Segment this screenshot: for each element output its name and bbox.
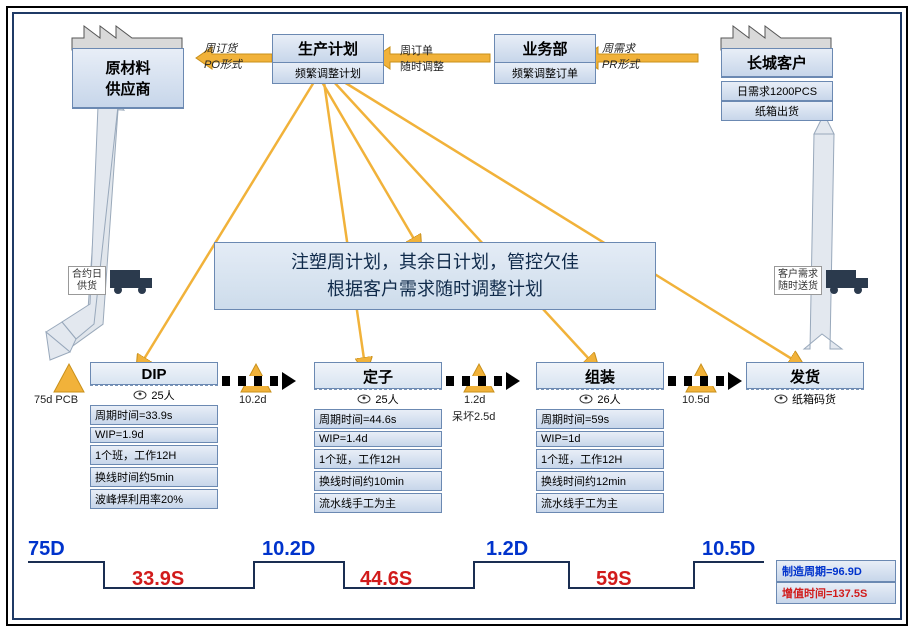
sales-title: 业务部: [495, 35, 595, 63]
proc-dip-hdr: DIP: [90, 362, 218, 385]
tl-s0: 33.9S: [132, 568, 184, 591]
proc-assembly-name: 组装: [585, 366, 615, 387]
truck-right-label: 客户需求 随时送货: [774, 266, 822, 295]
m: 1个班，工作12H: [90, 445, 218, 465]
arrow-label-order: 周订单 随时调整: [400, 42, 444, 74]
between-0: 10.2d: [239, 394, 267, 406]
customer-row-0: 日需求1200PCS: [721, 81, 833, 101]
between-1-extra: 呆坏2.5d: [452, 408, 495, 424]
sales-sub: 频繁调整订单: [495, 63, 595, 83]
between-2: 10.5d: [682, 394, 710, 406]
m: WIP=1.9d: [90, 427, 218, 443]
customer-row-1: 纸箱出货: [721, 101, 833, 121]
plan-title: 生产计划: [273, 35, 383, 63]
triangle-left-label: 75d PCB: [34, 394, 78, 406]
proc-assembly: 组装 26人 周期时间=59s WIP=1d 1个班，工作12H 换线时间约12…: [536, 362, 664, 513]
proc-dip: DIP 25人 周期时间=33.9s WIP=1.9d 1个班，工作12H 换线…: [90, 362, 218, 509]
tl-d0: 75D: [28, 538, 65, 561]
summary-value: 增值时间=137.5S: [776, 582, 896, 604]
sales-box: 业务部 频繁调整订单: [494, 34, 596, 84]
arrow-label-pr: 周需求 PR形式: [602, 40, 639, 72]
m: 换线时间约5min: [90, 467, 218, 487]
proc-ship-name: 发货: [790, 366, 820, 387]
operator-icon: [579, 394, 593, 404]
proc-stator: 定子 25人 周期时间=44.6s WIP=1.4d 1个班，工作12H 换线时…: [314, 362, 442, 513]
tl-d2: 1.2D: [486, 538, 528, 561]
operator-icon: [357, 394, 371, 404]
customer-title: 长城客户: [722, 49, 832, 77]
plan-box: 生产计划 频繁调整计划: [272, 34, 384, 84]
arrow-label-po: 周订货 PO形式: [204, 40, 242, 72]
tl-d1: 10.2D: [262, 538, 315, 561]
customer-box: 长城客户 日需求1200PCS 纸箱出货: [721, 48, 833, 121]
supplier-title: 原材料 供应商: [73, 49, 183, 108]
operator-icon: [133, 390, 147, 400]
between-1: 1.2d: [464, 394, 485, 406]
plan-sub: 频繁调整计划: [273, 63, 383, 83]
truck-left-label: 合约日 供货: [68, 266, 106, 295]
tl-s1: 44.6S: [360, 568, 412, 591]
tl-s2: 59S: [596, 568, 632, 591]
proc-stator-name: 定子: [363, 366, 393, 387]
center-l2: 根据客户需求随时调整计划: [225, 276, 645, 303]
m: 波峰焊利用率20%: [90, 489, 218, 509]
supplier-box: 原材料 供应商: [72, 48, 184, 109]
center-note: 注塑周计划，其余日计划，管控欠佳 根据客户需求随时调整计划: [214, 242, 656, 310]
proc-dip-people: 25人: [90, 385, 218, 403]
center-l1: 注塑周计划，其余日计划，管控欠佳: [225, 249, 645, 276]
proc-dip-name: DIP: [141, 366, 166, 383]
operator-icon: [774, 394, 788, 404]
tl-d3: 10.5D: [702, 538, 755, 561]
summary-cycle: 制造周期=96.9D: [776, 560, 896, 582]
proc-ship: 发货 纸箱码货: [746, 362, 864, 407]
m: 周期时间=33.9s: [90, 405, 218, 425]
